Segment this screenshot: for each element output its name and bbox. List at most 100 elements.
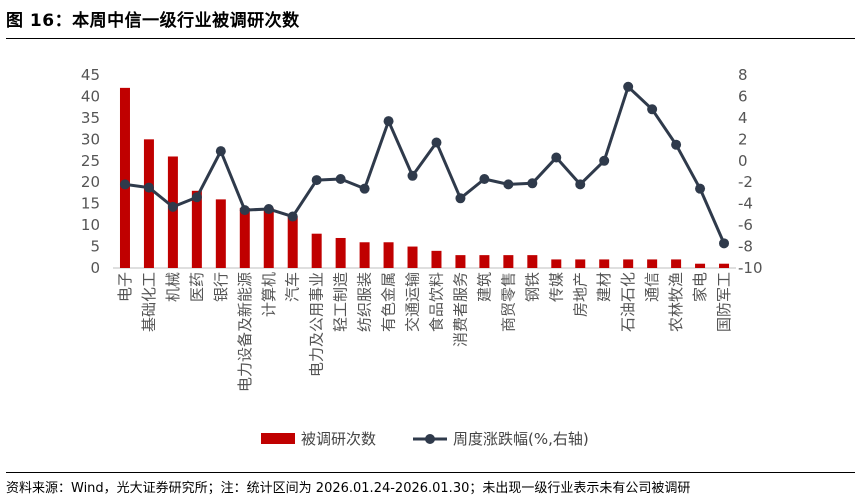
category-label: 银行	[212, 272, 230, 302]
right-tick-label: 8	[738, 66, 748, 84]
category-label: 商贸零售	[499, 272, 517, 332]
line-point	[623, 81, 634, 92]
legend-line-label: 周度涨跌幅(%,右轴)	[453, 430, 589, 448]
bar	[359, 242, 370, 268]
bar	[599, 259, 610, 268]
line-point	[695, 183, 706, 194]
left-tick-label: 20	[81, 173, 100, 191]
right-tick-label: -8	[738, 238, 753, 256]
left-tick-label: 25	[81, 152, 100, 170]
bar	[311, 233, 322, 268]
right-tick-label: 4	[738, 109, 748, 127]
left-tick-label: 0	[90, 259, 100, 277]
category-label: 国防军工	[715, 272, 733, 332]
category-label: 消费者服务	[451, 272, 469, 347]
right-tick-label: 0	[738, 152, 748, 170]
bar	[407, 246, 418, 268]
right-axis: -10 -8 -6 -4 -2 0 2 4 6 8	[738, 66, 763, 277]
bar	[239, 207, 250, 268]
line-point	[191, 192, 202, 203]
bar	[719, 263, 730, 268]
left-tick-label: 45	[81, 66, 100, 84]
category-label: 家电	[691, 272, 709, 302]
bar	[503, 255, 514, 268]
source-note: 资料来源：Wind，光大证券研究所；注：统计区间为 2026.01.24-202…	[6, 481, 691, 496]
line-point	[215, 146, 226, 157]
left-tick-label: 10	[81, 216, 100, 234]
category-label: 食品饮料	[427, 272, 445, 332]
bar	[263, 207, 274, 268]
bar	[647, 259, 658, 268]
line-point	[503, 179, 514, 190]
line-point	[143, 182, 154, 193]
left-axis: 0 5 10 15 20 25 30 35 40 45	[81, 66, 100, 277]
bar	[215, 199, 226, 268]
source-rule	[6, 472, 855, 473]
category-label: 电子	[116, 272, 134, 302]
category-label: 医药	[188, 272, 206, 302]
category-label: 农林牧渔	[667, 272, 685, 332]
series-line	[124, 85, 726, 244]
bar	[551, 259, 562, 268]
left-tick-label: 15	[81, 195, 100, 213]
category-label: 房地产	[571, 272, 589, 317]
line-point	[575, 179, 586, 190]
line-series	[119, 81, 730, 249]
line-point	[599, 155, 610, 166]
category-label: 交通运输	[404, 272, 422, 332]
right-tick-label: -10	[738, 259, 763, 277]
line-point	[263, 204, 274, 215]
bar	[575, 259, 586, 268]
line-point	[551, 152, 562, 163]
line-point	[647, 104, 658, 115]
bar	[671, 259, 682, 268]
category-label: 纺织服装	[356, 272, 374, 332]
line-point	[119, 179, 130, 190]
bar	[143, 139, 154, 268]
category-label: 汽车	[284, 272, 302, 302]
title-rule	[6, 38, 855, 39]
bar	[623, 259, 634, 268]
category-label: 电力设备及新能源	[236, 272, 254, 392]
line-point	[719, 238, 730, 249]
right-tick-label: -2	[738, 173, 753, 191]
figure-title: 图 16：本周中信一级行业被调研次数	[6, 11, 300, 31]
line-point	[383, 116, 394, 127]
category-label: 钢铁	[523, 272, 541, 302]
right-tick-label: -6	[738, 216, 753, 234]
left-tick-label: 30	[81, 130, 100, 148]
right-tick-label: 2	[738, 130, 748, 148]
category-labels: 电子 基础化工 机械 医药 银行 电力设备及新能源 计算机 汽车 电力及公用事业 轻工制造 纺织服装…	[116, 272, 733, 392]
line-point	[527, 178, 538, 189]
category-label: 传媒	[547, 272, 565, 302]
left-tick-label: 5	[90, 238, 100, 256]
category-label: 计算机	[260, 272, 278, 317]
left-tick-label: 40	[81, 87, 100, 105]
category-label: 通信	[643, 272, 661, 302]
bar	[527, 255, 538, 268]
legend: 被调研次数 周度涨跌幅(%,右轴)	[261, 430, 589, 448]
bar	[335, 237, 346, 268]
line-point	[431, 137, 442, 148]
bar	[455, 255, 466, 268]
bar-series	[119, 87, 730, 268]
line-point	[167, 201, 178, 212]
line-point	[311, 175, 322, 186]
line-point	[407, 170, 418, 181]
legend-line-marker	[425, 434, 435, 444]
chart: 0 5 10 15 20 25 30 35 40 45 -10 -8 -6 -4 -2 0 2 4 6 8 电子 基础…	[81, 66, 763, 448]
category-label: 电力及公用事业	[308, 272, 326, 377]
category-label: 基础化工	[140, 272, 158, 332]
bar	[167, 156, 178, 268]
line-point	[359, 183, 370, 194]
bar	[119, 87, 130, 268]
category-label: 轻工制造	[332, 272, 350, 332]
category-label: 机械	[164, 272, 182, 302]
bar	[191, 190, 202, 268]
right-tick-label: 6	[738, 87, 748, 105]
category-label: 石油石化	[619, 272, 637, 332]
left-tick-label: 35	[81, 109, 100, 127]
legend-bar-swatch	[261, 433, 295, 444]
line-point	[455, 193, 466, 204]
category-label: 建材	[595, 272, 613, 302]
